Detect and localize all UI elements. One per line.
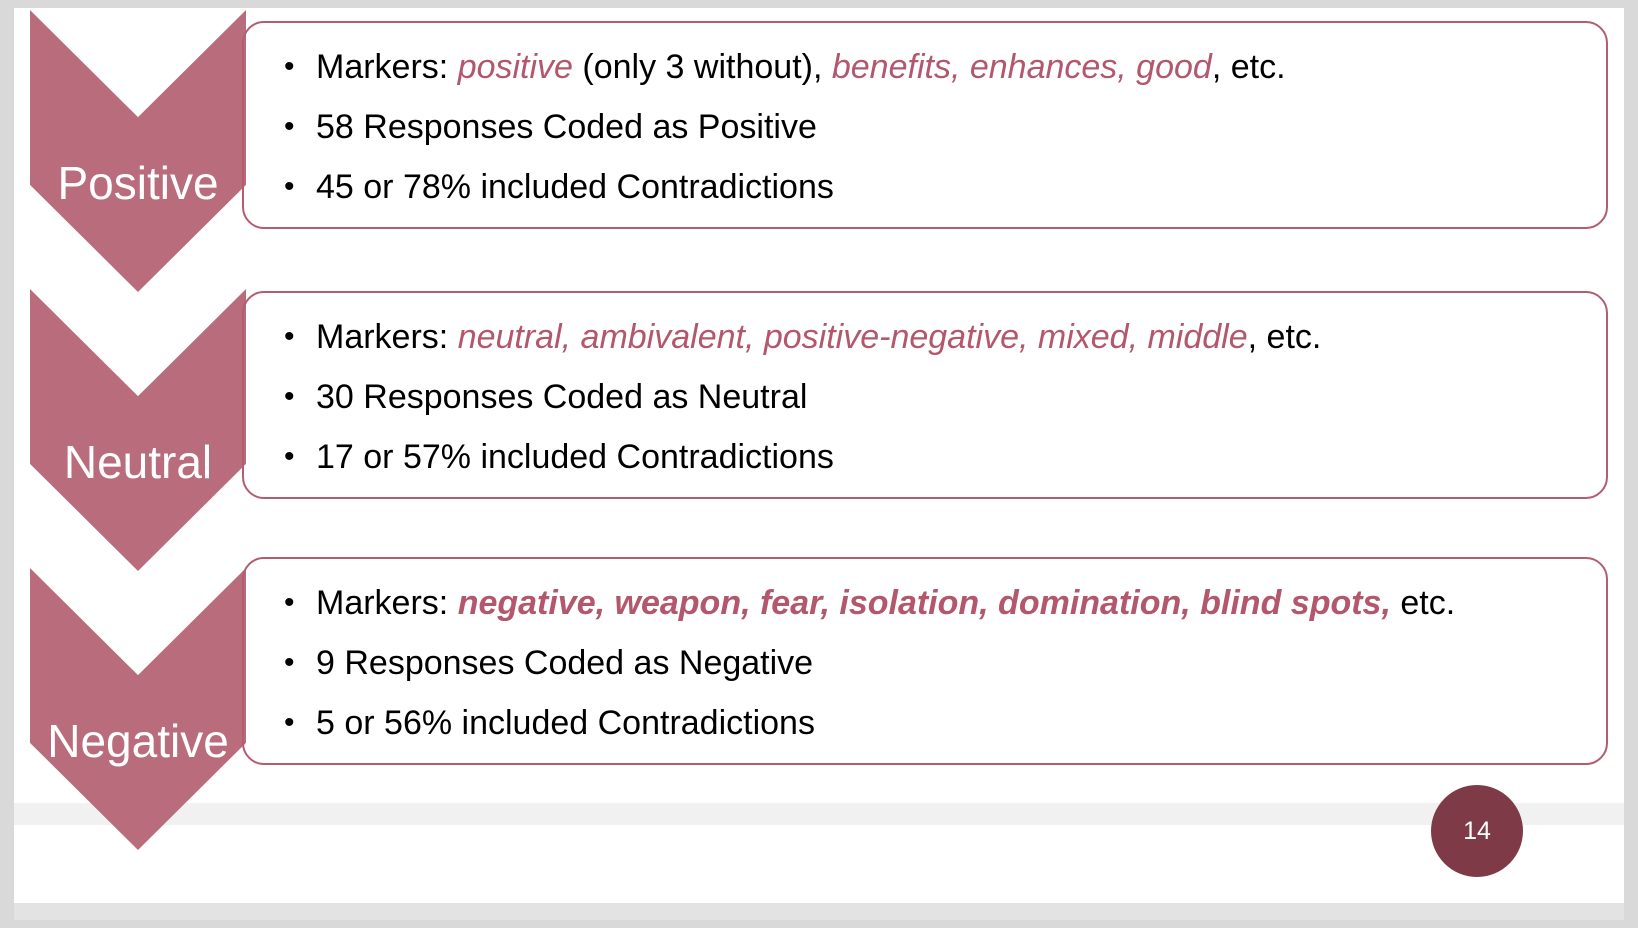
bullet-contradictions-neutral: 17 or 57% included Contradictions [278, 427, 1588, 487]
content-box-negative: Markers: negative, weapon, fear, isolati… [242, 557, 1608, 765]
markers-prefix-positive: Markers: [316, 48, 458, 86]
bullet-contradictions-positive: 45 or 78% included Contradictions [278, 157, 1588, 217]
page-number-label: 14 [1463, 816, 1491, 845]
markers-prefix-negative: Markers: [316, 584, 458, 622]
bullet-list-positive: Markers: positive (only 3 without), bene… [278, 37, 1588, 217]
bullet-list-neutral: Markers: neutral, ambivalent, positive-n… [278, 307, 1588, 487]
markers-suffix-positive: , etc. [1211, 48, 1286, 86]
chevron-positive: Positive [30, 10, 246, 292]
page-number-badge: 14 [1431, 785, 1523, 877]
bullet-markers-negative: Markers: negative, weapon, fear, isolati… [278, 573, 1588, 633]
markers-emphasis-2-positive: benefits, enhances, good [831, 48, 1212, 86]
footer-band-lower [14, 903, 1624, 920]
chevron-label-neutral: Neutral [63, 436, 213, 488]
bullet-count-positive: 58 Responses Coded as Positive [278, 97, 1588, 157]
slide-canvas: Positive Markers: positive (only 3 witho… [14, 8, 1624, 920]
content-box-positive: Markers: positive (only 3 without), bene… [242, 21, 1608, 229]
markers-emphasis-1-neutral: neutral, ambivalent, positive-negative, … [457, 318, 1248, 356]
chevron-label-negative: Negative [47, 715, 229, 767]
bullet-list-negative: Markers: negative, weapon, fear, isolati… [278, 573, 1588, 753]
markers-emphasis-1-negative: negative, weapon, fear, isolation, domin… [457, 584, 1391, 622]
bullet-count-negative: 9 Responses Coded as Negative [278, 633, 1588, 693]
footer-band-upper [14, 803, 1624, 825]
bullet-count-neutral: 30 Responses Coded as Neutral [278, 367, 1588, 427]
markers-prefix-neutral: Markers: [316, 318, 458, 356]
chevron-neutral: Neutral [30, 289, 246, 571]
markers-mid-positive: (only 3 without), [572, 48, 832, 86]
markers-suffix-neutral: , etc. [1247, 318, 1322, 356]
chevron-label-positive: Positive [57, 157, 219, 209]
bullet-markers-positive: Markers: positive (only 3 without), bene… [278, 37, 1588, 97]
markers-suffix-negative: etc. [1390, 584, 1456, 622]
bullet-markers-neutral: Markers: neutral, ambivalent, positive-n… [278, 307, 1588, 367]
bullet-contradictions-negative: 5 or 56% included Contradictions [278, 693, 1588, 753]
markers-emphasis-1-positive: positive [457, 48, 573, 86]
content-box-neutral: Markers: neutral, ambivalent, positive-n… [242, 291, 1608, 499]
